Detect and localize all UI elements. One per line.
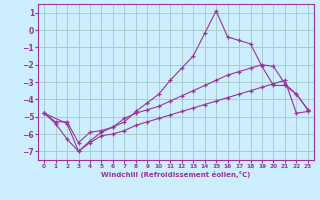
X-axis label: Windchill (Refroidissement éolien,°C): Windchill (Refroidissement éolien,°C) <box>101 171 251 178</box>
